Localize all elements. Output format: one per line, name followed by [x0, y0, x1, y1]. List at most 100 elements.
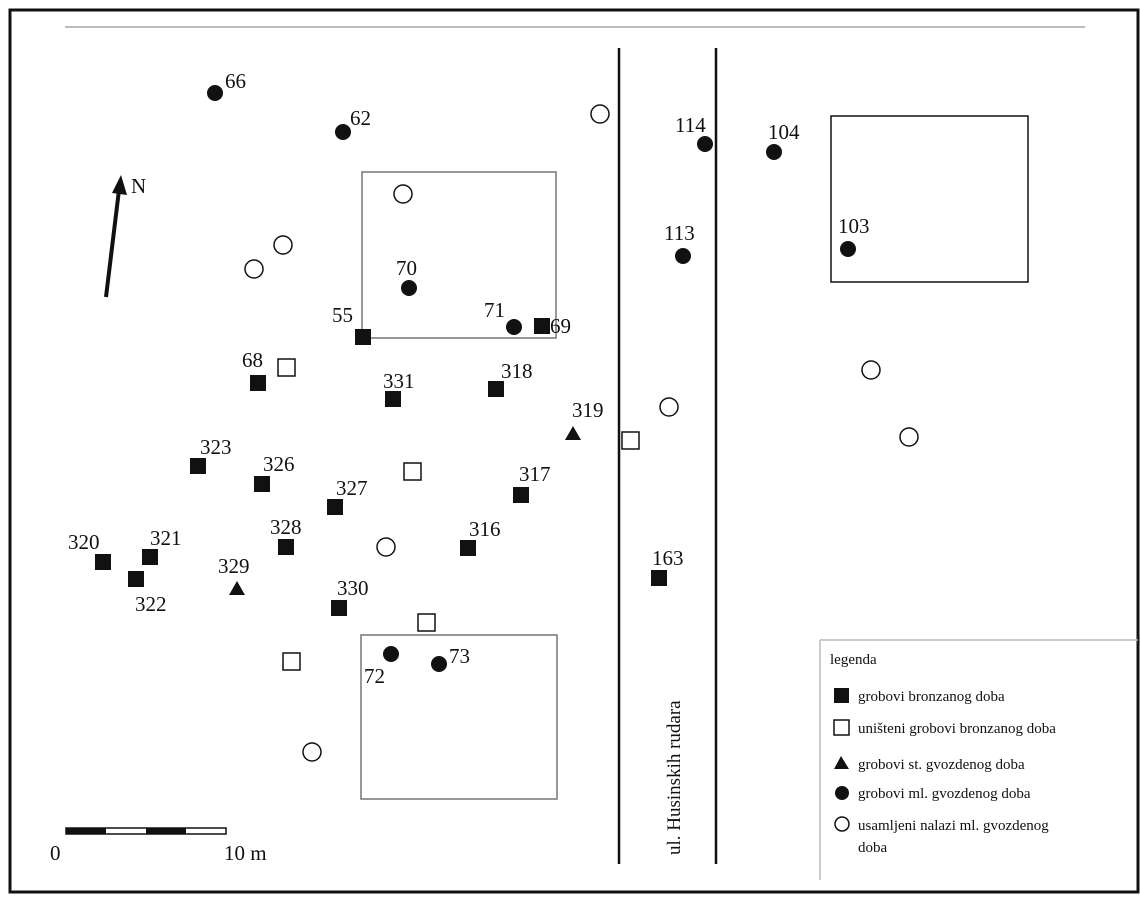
label-104: 104	[768, 120, 800, 144]
grave-114	[697, 136, 713, 152]
street-name: ul. Husinskih rudara	[664, 700, 685, 855]
isolated-find	[590, 104, 610, 124]
label-69: 69	[550, 314, 571, 338]
label-330: 330	[337, 576, 369, 600]
label-73: 73	[449, 644, 470, 668]
label-103: 103	[838, 214, 870, 238]
grave-319	[565, 426, 581, 440]
grave-321	[142, 549, 158, 565]
north-arrow-head-icon	[112, 175, 127, 195]
late-iron-age-graves	[207, 85, 856, 672]
destroyed-grave	[621, 431, 640, 450]
grave-322	[128, 571, 144, 587]
legend-triangle-icon	[834, 756, 849, 769]
isolated-find	[659, 397, 679, 417]
grave-69	[534, 318, 550, 334]
label-321: 321	[150, 526, 182, 550]
grave-320	[95, 554, 111, 570]
label-114: 114	[675, 113, 706, 137]
label-71: 71	[484, 298, 505, 322]
label-62: 62	[350, 106, 371, 130]
label-331: 331	[383, 369, 415, 393]
legend-filled-circle-icon	[835, 786, 849, 800]
label-329: 329	[218, 554, 250, 578]
excavation-area-south	[360, 634, 558, 800]
label-323: 323	[200, 435, 232, 459]
grave-323	[190, 458, 206, 474]
isolated-find	[273, 235, 293, 255]
grave-66	[207, 85, 223, 101]
destroyed-grave	[277, 358, 296, 377]
label-113: 113	[664, 221, 695, 245]
grave-113	[675, 248, 691, 264]
grave-329	[229, 581, 245, 595]
label-322: 322	[135, 592, 167, 616]
grave-326	[254, 476, 270, 492]
legend-open-circle-icon	[834, 816, 850, 832]
destroyed-grave	[417, 613, 436, 632]
grave-71	[506, 319, 522, 335]
label-328: 328	[270, 515, 302, 539]
destroyed-grave	[403, 462, 422, 481]
isolated-find	[244, 259, 264, 279]
grave-103	[840, 241, 856, 257]
legend-item-label: grobovi bronzanog doba	[858, 689, 1005, 705]
label-70: 70	[396, 256, 417, 280]
excavation-area-east	[830, 115, 1029, 283]
scale-zero: 0	[50, 841, 61, 865]
label-68: 68	[242, 348, 263, 372]
grave-68	[250, 375, 266, 391]
legend-title: legenda	[830, 652, 877, 668]
label-318: 318	[501, 359, 533, 383]
map-frame	[8, 8, 1140, 894]
label-72: 72	[364, 664, 385, 688]
grave-317	[513, 487, 529, 503]
grave-104	[766, 144, 782, 160]
grave-labels: 66 62 114 104 103 113 70 71 69 55 68 331…	[68, 69, 870, 688]
isolated-find	[393, 184, 413, 204]
isolated-find	[899, 427, 919, 447]
isolated-find	[861, 360, 881, 380]
north-label: N	[131, 174, 146, 198]
north-arrow: N	[104, 174, 146, 298]
legend-item-label-cont: doba	[858, 840, 888, 856]
label-66: 66	[225, 69, 246, 93]
grave-318	[488, 381, 504, 397]
label-326: 326	[263, 452, 295, 476]
label-319: 319	[572, 398, 604, 422]
isolated-find	[302, 742, 322, 762]
isolated-finds	[244, 104, 919, 762]
legend-filled-square-icon	[834, 688, 849, 703]
grave-316	[460, 540, 476, 556]
grave-328	[278, 539, 294, 555]
label-163: 163	[652, 546, 684, 570]
bronze-age-graves	[95, 318, 667, 616]
grave-62	[335, 124, 351, 140]
excavation-area-north	[361, 171, 557, 339]
label-320: 320	[68, 530, 100, 554]
legend-open-square-icon	[833, 719, 850, 736]
grave-73	[431, 656, 447, 672]
grave-163	[651, 570, 667, 586]
destroyed-bronze-age-graves	[277, 358, 640, 671]
legend-item-label: uništeni grobovi bronzanog doba	[858, 721, 1056, 737]
grave-70	[401, 280, 417, 296]
label-55: 55	[332, 303, 353, 327]
grave-330	[331, 600, 347, 616]
label-316: 316	[469, 517, 501, 541]
legend-item-label: grobovi ml. gvozdenog doba	[858, 786, 1031, 802]
label-327: 327	[336, 476, 368, 500]
isolated-find	[376, 537, 396, 557]
grave-72	[383, 646, 399, 662]
scale-bar: 0 10 m	[50, 827, 267, 865]
scale-end: 10 m	[224, 841, 267, 865]
legend-item-label: grobovi st. gvozdenog doba	[858, 757, 1025, 773]
legend-item-label: usamljeni nalazi ml. gvozdenog	[858, 818, 1049, 834]
early-iron-age-graves	[229, 426, 581, 595]
grave-55	[355, 329, 371, 345]
grave-327	[327, 499, 343, 515]
label-317: 317	[519, 462, 551, 486]
legend: legenda grobovi bronzanog doba uništeni …	[819, 639, 1138, 880]
